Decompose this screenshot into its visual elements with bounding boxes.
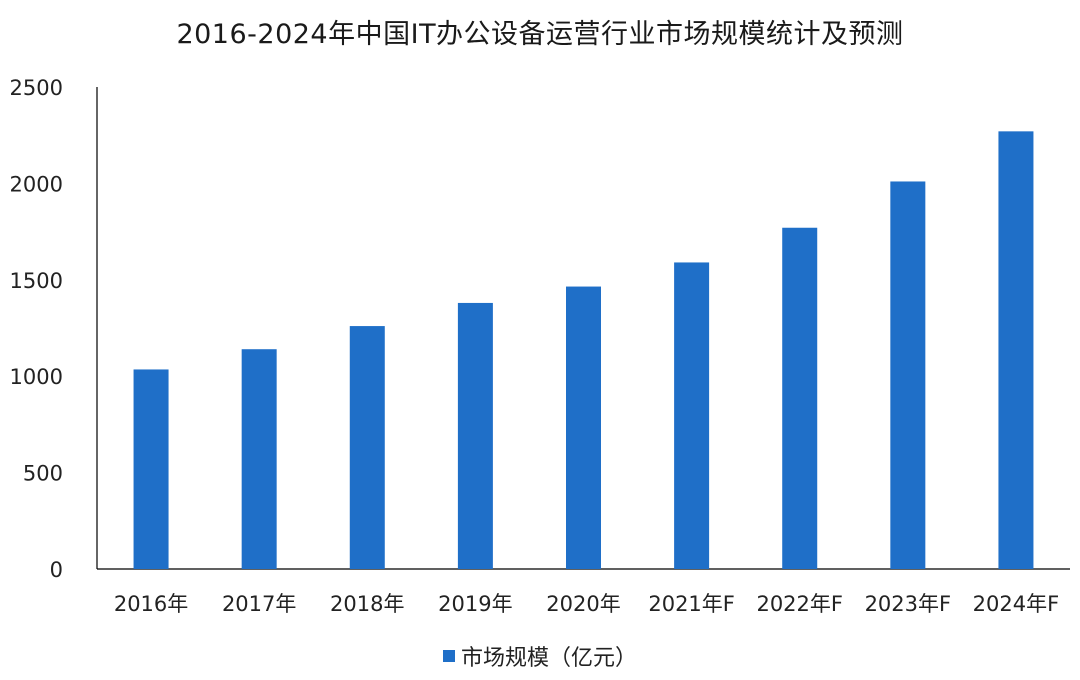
chart-title: 2016-2024年中国IT办公设备运营行业市场规模统计及预测	[176, 19, 904, 50]
bar	[674, 262, 710, 569]
bar	[133, 369, 169, 569]
bar	[566, 286, 601, 569]
x-tick-label: 2024年F	[973, 592, 1060, 616]
legend-swatch	[442, 650, 455, 662]
bar	[241, 349, 277, 569]
bar	[890, 181, 926, 570]
legend-label: 市场规模（亿元）	[460, 646, 637, 671]
bar	[782, 227, 818, 569]
x-tick-label: 2023年F	[865, 592, 952, 616]
y-tick-label: 0	[50, 558, 63, 582]
legend: 市场规模（亿元）	[0, 640, 1080, 672]
x-tick-label: 2017年	[222, 592, 296, 616]
x-tick-label: 2022年F	[756, 592, 843, 616]
y-tick-label: 2500	[10, 76, 63, 100]
y-tick-label: 500	[23, 462, 63, 486]
x-tick-label: 2020年	[546, 592, 620, 616]
x-tick-label: 2016年	[114, 592, 188, 616]
y-tick-label: 1000	[10, 365, 63, 389]
y-tick-label: 2000	[10, 172, 63, 196]
x-tick-label: 2021年F	[648, 592, 735, 616]
bar	[998, 131, 1034, 569]
y-tick-label: 1500	[10, 269, 63, 293]
bar	[349, 326, 385, 569]
bar	[457, 302, 493, 569]
x-tick-label: 2019年	[438, 592, 512, 616]
x-tick-label: 2018年	[330, 592, 404, 616]
